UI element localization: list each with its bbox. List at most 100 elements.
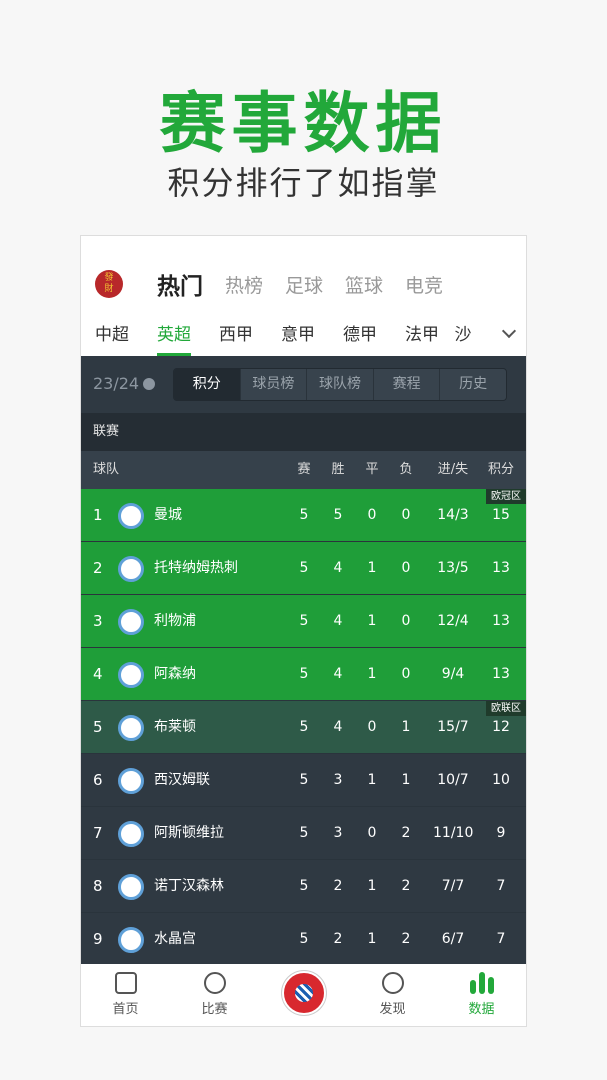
stat-gd: 6/7 [441, 931, 465, 947]
table-row[interactable]: 5 布莱顿 5 4 0 1 15/7 12 欧联区 [81, 701, 526, 754]
nav-data[interactable]: 数据 [437, 964, 526, 1026]
app-logo[interactable]: 發財 [95, 270, 123, 298]
top-tabs: 發財 热门 热榜 足球 篮球 电竞 [81, 266, 526, 302]
league-tabs: 中超 英超 西甲 意甲 德甲 法甲 沙 [81, 320, 526, 356]
table-row[interactable]: 7 阿斯顿维拉 5 3 0 2 11/10 9 [81, 807, 526, 860]
hero-subtitle: 积分排行了如指掌 [167, 164, 440, 202]
league-seriea[interactable]: 意甲 [281, 325, 315, 345]
table-row[interactable]: 9 水晶宫 5 2 1 2 6/7 7 [81, 913, 526, 966]
team-badge-icon [118, 556, 144, 582]
stat-p: 5 [299, 825, 309, 841]
chevron-down-icon [143, 378, 156, 390]
stat-pts: 10 [492, 772, 510, 788]
col-goals: 进/失 [437, 462, 469, 477]
team-name: 布莱顿 [154, 719, 196, 735]
stat-p: 5 [299, 666, 309, 682]
league-laliga[interactable]: 西甲 [219, 325, 253, 345]
nav-matches-label: 比赛 [201, 1002, 228, 1017]
nav-home-label: 首页 [112, 1002, 139, 1017]
stat-gd: 10/7 [437, 772, 469, 788]
stat-w: 5 [333, 507, 343, 523]
team-badge-icon [118, 821, 144, 847]
nav-discover[interactable]: 发现 [348, 964, 437, 1026]
league-bundesliga[interactable]: 德甲 [343, 325, 377, 345]
table-row[interactable]: 1 曼城 5 5 0 0 14/3 15 欧冠区 [81, 489, 526, 542]
stat-pts: 13 [492, 666, 510, 682]
stat-pts: 13 [492, 613, 510, 629]
nav-center-team[interactable] [259, 964, 348, 1026]
tab-trending[interactable]: 热榜 [225, 274, 264, 297]
seg-standings[interactable]: 积分 [174, 369, 240, 400]
stat-pts: 12 [492, 719, 510, 735]
table-row[interactable]: 6 西汉姆联 5 3 1 1 10/7 10 [81, 754, 526, 807]
stat-d: 1 [367, 560, 377, 576]
stat-w: 4 [333, 666, 343, 682]
rank: 2 [93, 559, 103, 577]
stat-l: 1 [401, 719, 411, 735]
league-csl[interactable]: 中超 [95, 325, 129, 345]
stat-p: 5 [299, 560, 309, 576]
app-screen: 發財 热门 热榜 足球 篮球 电竞 中超 英超 西甲 意甲 德甲 法甲 沙 23… [80, 235, 527, 1027]
stat-p: 5 [299, 931, 309, 947]
hero-title: 赛事数据 [159, 85, 448, 162]
zone-tag-ucl: 欧冠区 [486, 489, 526, 504]
table-header: 球队 赛 胜 平 负 进/失 积分 [81, 451, 526, 489]
league-label: 联赛 [81, 413, 526, 451]
table-row[interactable]: 2 托特纳姆热刺 5 4 1 0 13/5 13 [81, 542, 526, 595]
nav-discover-label: 发现 [379, 1002, 406, 1017]
league-ligue1[interactable]: 法甲 [405, 325, 439, 345]
rank: 7 [93, 824, 103, 842]
seg-teams[interactable]: 球队榜 [306, 369, 373, 400]
rank: 6 [93, 771, 103, 789]
stat-gd: 9/4 [441, 666, 465, 682]
stat-gd: 14/3 [437, 507, 469, 523]
stat-l: 2 [401, 931, 411, 947]
stat-gd: 11/10 [433, 825, 474, 841]
team-name: 托特纳姆热刺 [154, 560, 238, 576]
tab-hot[interactable]: 热门 [157, 274, 203, 300]
bayern-logo-icon [281, 971, 326, 1015]
rank: 1 [93, 506, 103, 524]
seg-schedule[interactable]: 赛程 [372, 369, 440, 400]
bottom-nav: 首页 比赛 发现 数据 [81, 964, 526, 1026]
tab-basketball[interactable]: 篮球 [345, 274, 384, 297]
stat-pts: 15 [492, 507, 510, 523]
stat-p: 5 [299, 507, 309, 523]
team-badge-icon [118, 768, 144, 794]
nav-home[interactable]: 首页 [81, 964, 170, 1026]
team-name: 阿森纳 [154, 666, 196, 682]
nav-matches[interactable]: 比赛 [170, 964, 259, 1026]
stat-d: 1 [367, 878, 377, 894]
stat-d: 0 [367, 825, 377, 841]
stat-l: 0 [401, 507, 411, 523]
stat-pts: 9 [496, 825, 506, 841]
team-name: 西汉姆联 [154, 772, 210, 788]
seg-history[interactable]: 历史 [439, 369, 506, 400]
play-icon [203, 972, 226, 994]
segment-control: 积分 球员榜 球队榜 赛程 历史 [173, 368, 507, 401]
league-saudi[interactable]: 沙 [454, 325, 472, 345]
stat-w: 4 [333, 560, 343, 576]
zone-tag-uel: 欧联区 [486, 701, 526, 716]
stat-gd: 12/4 [437, 613, 469, 629]
stat-p: 5 [299, 878, 309, 894]
team-badge-icon [118, 609, 144, 635]
stat-d: 1 [367, 931, 377, 947]
stat-l: 0 [401, 613, 411, 629]
stat-l: 1 [401, 772, 411, 788]
season-select[interactable]: 23/24 [93, 374, 156, 393]
tab-esports[interactable]: 电竞 [405, 274, 444, 297]
col-played: 赛 [297, 462, 311, 477]
team-badge-icon [118, 715, 144, 741]
league-epl[interactable]: 英超 [143, 320, 205, 356]
table-row[interactable]: 4 阿森纳 5 4 1 0 9/4 13 [81, 648, 526, 701]
tab-football[interactable]: 足球 [285, 274, 324, 297]
team-badge-icon [118, 927, 144, 953]
table-row[interactable]: 3 利物浦 5 4 1 0 12/4 13 [81, 595, 526, 648]
col-points: 积分 [487, 462, 514, 477]
rank: 3 [93, 612, 103, 630]
seg-players[interactable]: 球员榜 [239, 369, 307, 400]
stat-w: 2 [333, 931, 343, 947]
table-row[interactable]: 8 诺丁汉森林 5 2 1 2 7/7 7 [81, 860, 526, 913]
filter-bar: 23/24 积分 球员榜 球队榜 赛程 历史 [81, 356, 526, 413]
